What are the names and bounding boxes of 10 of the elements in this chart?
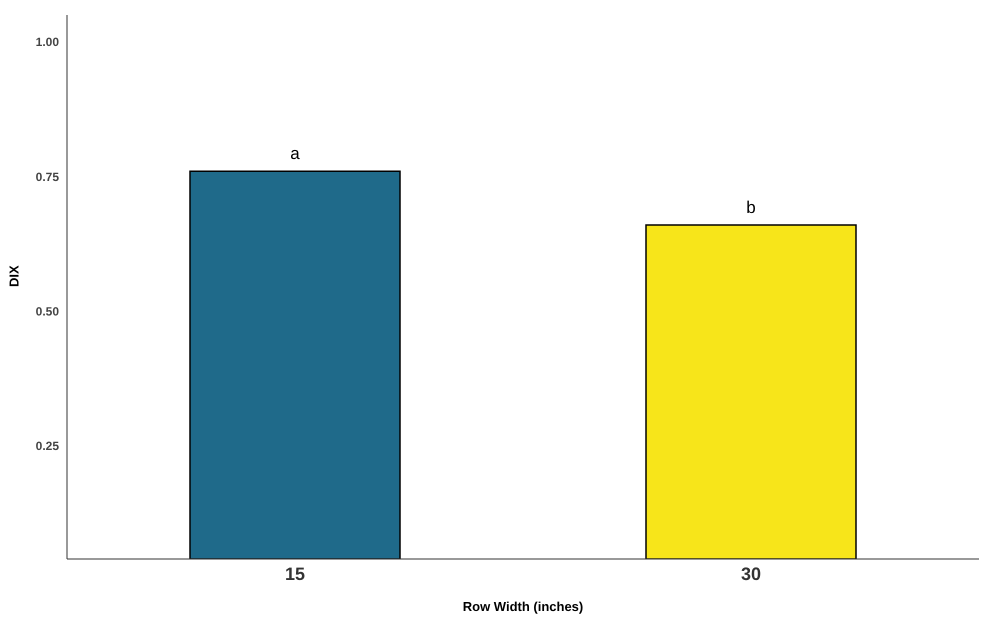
y-axis-title: DIX	[6, 265, 22, 287]
y-tick-label: 0.75	[36, 170, 60, 184]
x-tick-label: 15	[284, 564, 306, 584]
x-tick-label: 30	[740, 564, 762, 584]
x-axis-title: Row Width (inches)	[462, 599, 584, 614]
y-tick-label: 0.50	[36, 304, 60, 318]
annotation: a	[290, 144, 300, 164]
y-tick-label: 1.00	[36, 35, 60, 50]
annotation: b	[746, 198, 756, 218]
y-tick-label: 0.25	[36, 439, 60, 454]
